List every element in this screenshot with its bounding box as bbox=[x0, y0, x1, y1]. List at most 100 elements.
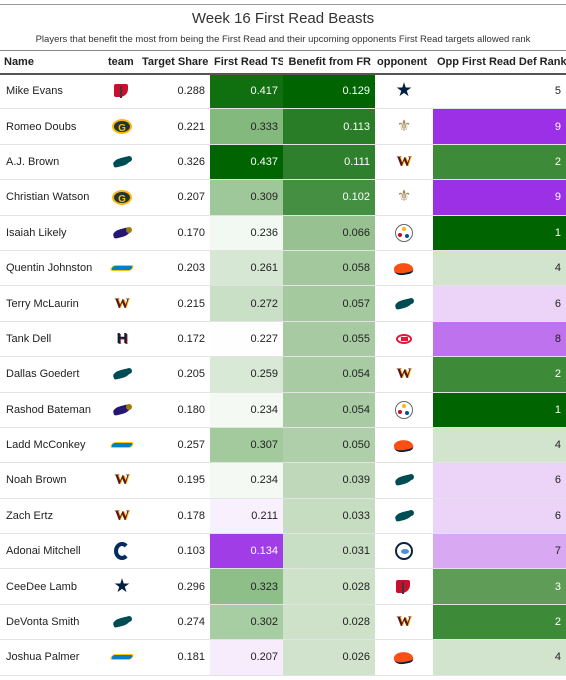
team-cell: H bbox=[106, 321, 138, 356]
header-benefit[interactable]: Benefit from FR bbox=[283, 50, 375, 75]
table-row[interactable]: Terry McLaurin W 0.215 0.272 0.057 6 bbox=[0, 285, 566, 322]
opponent-cell bbox=[375, 250, 433, 285]
team-cell: W bbox=[106, 286, 138, 321]
table-row[interactable]: Joshua Palmer 0.181 0.207 0.026 4 bbox=[0, 639, 566, 676]
first-read-ts-value: 0.309 bbox=[210, 179, 283, 216]
team-cell bbox=[106, 640, 138, 675]
table-title: Week 16 First Read Beasts bbox=[191, 10, 375, 27]
table-row[interactable]: Noah Brown W 0.195 0.234 0.039 6 bbox=[0, 462, 566, 499]
eagles-logo bbox=[111, 367, 133, 381]
header-target-share[interactable]: Target Share bbox=[138, 50, 210, 75]
opponent-cell: W bbox=[375, 357, 433, 392]
opp-rank-value: 5 bbox=[433, 73, 566, 109]
commanders-logo: W bbox=[114, 507, 130, 524]
target-share-value: 0.257 bbox=[177, 439, 205, 452]
header-opp-rank[interactable]: Opp First Read Def Rank bbox=[433, 50, 566, 75]
opponent-cell bbox=[375, 498, 433, 533]
team-cell: G bbox=[106, 109, 138, 144]
table-row[interactable]: Quentin Johnston 0.203 0.261 0.058 4 bbox=[0, 250, 566, 286]
team-cell bbox=[106, 392, 138, 427]
team-cell: ★ bbox=[106, 569, 138, 604]
steelers-logo bbox=[395, 400, 413, 419]
first-read-ts-value: 0.207 bbox=[210, 639, 283, 676]
target-share-value: 0.203 bbox=[177, 262, 205, 275]
eagles-logo bbox=[111, 615, 133, 629]
opp-rank-value: 4 bbox=[433, 639, 566, 676]
team-cell bbox=[106, 427, 138, 462]
commanders-logo: W bbox=[396, 614, 412, 631]
chargers-logo bbox=[110, 650, 134, 664]
target-share-value: 0.207 bbox=[177, 191, 205, 204]
benefit-value: 0.066 bbox=[283, 215, 375, 251]
benefit-value: 0.054 bbox=[283, 392, 375, 428]
first-read-ts-value: 0.323 bbox=[210, 568, 283, 605]
header-row: Name team Target Share First Read TS Ben… bbox=[0, 50, 566, 75]
opp-rank-value: 2 bbox=[433, 604, 566, 640]
commanders-logo: W bbox=[114, 295, 130, 312]
opponent-cell: ⚜ bbox=[375, 109, 433, 144]
table-row[interactable]: Rashod Bateman 0.180 0.234 0.054 1 bbox=[0, 392, 566, 428]
team-cell bbox=[106, 250, 138, 285]
table-row[interactable]: Zach Ertz W 0.178 0.211 0.033 6 bbox=[0, 498, 566, 534]
benefit-value: 0.028 bbox=[283, 568, 375, 605]
table-row[interactable]: Ladd McConkey 0.257 0.307 0.050 4 bbox=[0, 427, 566, 463]
table-row[interactable]: Isaiah Likely 0.170 0.236 0.066 1 bbox=[0, 215, 566, 251]
table-row[interactable]: Tank Dell H 0.172 0.227 0.055 8 bbox=[0, 321, 566, 357]
table-row[interactable]: CeeDee Lamb ★ 0.296 0.323 0.028 3 bbox=[0, 568, 566, 605]
table-row[interactable]: Christian Watson G 0.207 0.309 0.102 ⚜ 9 bbox=[0, 179, 566, 216]
benefit-value: 0.129 bbox=[283, 73, 375, 109]
table-row[interactable]: A.J. Brown 0.326 0.437 0.111 W 2 bbox=[0, 144, 566, 180]
ravens-logo bbox=[111, 403, 133, 417]
packers-logo: G bbox=[112, 189, 132, 205]
colts-logo bbox=[114, 542, 130, 561]
team-cell bbox=[106, 604, 138, 639]
header-first-read-ts[interactable]: First Read TS bbox=[210, 50, 283, 75]
table-subtitle: Players that benefit the most from being… bbox=[35, 34, 531, 45]
first-read-table: Name team Target Share First Read TS Ben… bbox=[0, 50, 566, 676]
header-opponent[interactable]: opponent bbox=[375, 50, 433, 75]
team-cell: W bbox=[106, 498, 138, 533]
opponent-cell: W bbox=[375, 144, 433, 179]
opponent-cell bbox=[375, 427, 433, 462]
benefit-value: 0.031 bbox=[283, 533, 375, 569]
table-row[interactable]: Adonai Mitchell 0.103 0.134 0.031 7 bbox=[0, 533, 566, 569]
player-name: Adonai Mitchell bbox=[6, 545, 81, 558]
first-read-ts-value: 0.333 bbox=[210, 108, 283, 145]
saints-logo: ⚜ bbox=[396, 188, 412, 206]
player-name: Mike Evans bbox=[6, 85, 63, 98]
opp-rank-value: 7 bbox=[433, 533, 566, 569]
target-share-value: 0.181 bbox=[177, 651, 205, 664]
first-read-ts-value: 0.302 bbox=[210, 604, 283, 640]
table-row[interactable]: Romeo Doubs G 0.221 0.333 0.113 ⚜ 9 bbox=[0, 108, 566, 145]
opponent-cell bbox=[375, 286, 433, 321]
table-row[interactable]: DeVonta Smith 0.274 0.302 0.028 W 2 bbox=[0, 604, 566, 640]
table-body: Mike Evans 0.288 0.417 0.129 ★ 5 Romeo Doubs G 0… bbox=[0, 73, 566, 676]
titans-logo bbox=[395, 542, 413, 561]
table-row[interactable]: Dallas Goedert 0.205 0.259 0.054 W 2 bbox=[0, 356, 566, 393]
first-read-ts-value: 0.417 bbox=[210, 73, 283, 109]
chargers-logo bbox=[110, 261, 134, 275]
benefit-value: 0.113 bbox=[283, 108, 375, 145]
broncos-logo bbox=[392, 650, 416, 666]
opp-rank-value: 4 bbox=[433, 250, 566, 286]
eagles-logo bbox=[111, 155, 133, 169]
texans-logo: H bbox=[116, 329, 128, 347]
opponent-cell: ★ bbox=[375, 74, 433, 109]
first-read-ts-value: 0.261 bbox=[210, 250, 283, 286]
target-share-value: 0.215 bbox=[177, 297, 205, 310]
chiefs-logo bbox=[393, 331, 415, 347]
opponent-cell bbox=[375, 321, 433, 356]
team-cell: G bbox=[106, 180, 138, 215]
packers-logo: G bbox=[112, 119, 132, 135]
commanders-logo: W bbox=[396, 153, 412, 170]
commanders-logo: W bbox=[114, 472, 130, 489]
opponent-cell bbox=[375, 640, 433, 675]
first-read-ts-value: 0.134 bbox=[210, 533, 283, 569]
target-share-value: 0.180 bbox=[177, 403, 205, 416]
eagles-logo bbox=[393, 509, 415, 523]
target-share-value: 0.172 bbox=[177, 332, 205, 345]
table-row[interactable]: Mike Evans 0.288 0.417 0.129 ★ 5 bbox=[0, 73, 566, 109]
header-team[interactable]: team bbox=[106, 50, 138, 75]
header-name[interactable]: Name bbox=[0, 50, 106, 75]
opponent-cell bbox=[375, 534, 433, 569]
